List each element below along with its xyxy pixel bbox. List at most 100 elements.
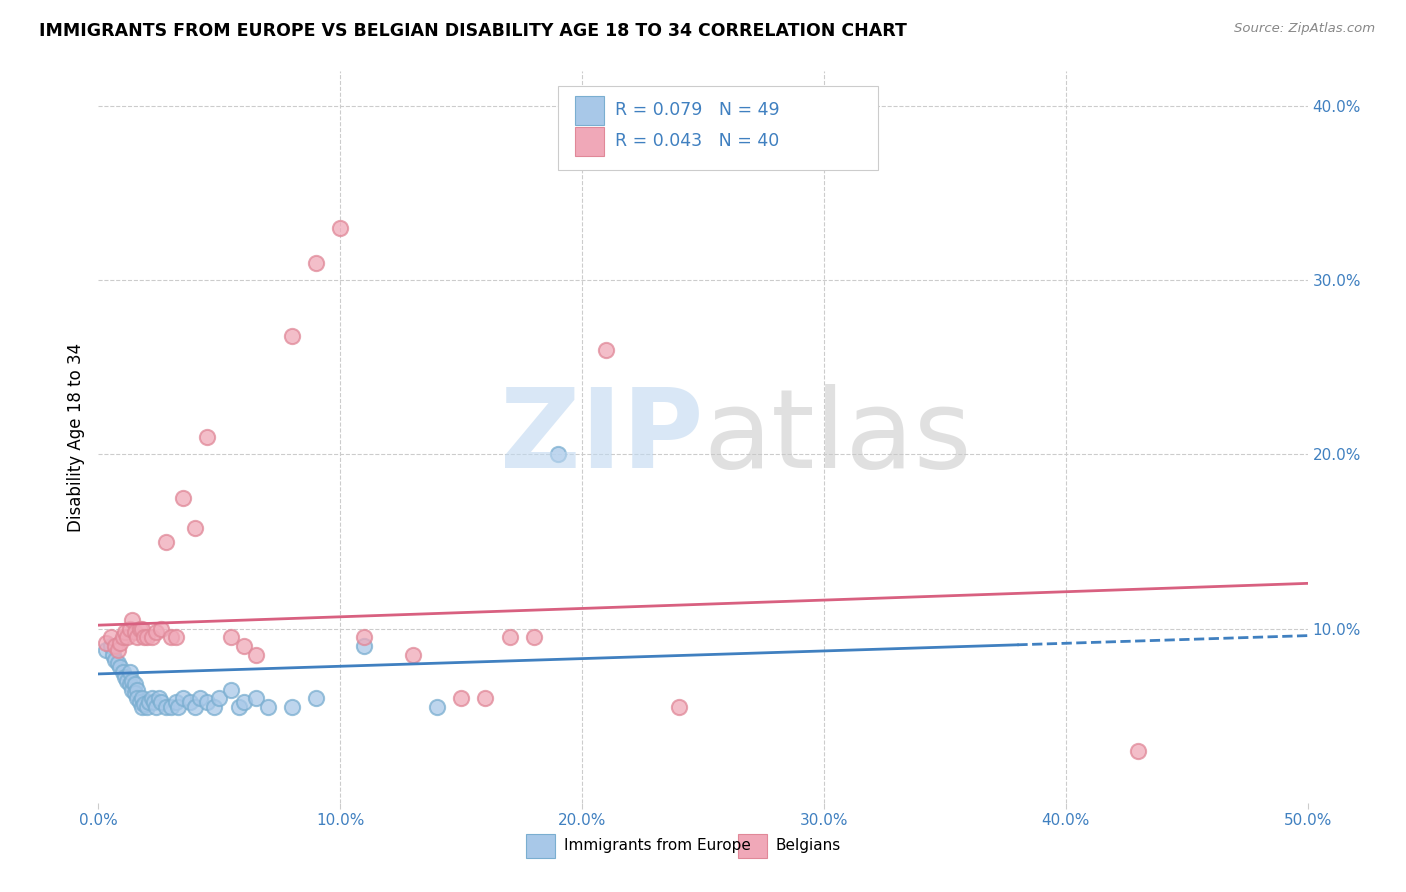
- Point: [426, 700, 449, 714]
- Point: [167, 700, 190, 714]
- Point: [329, 221, 352, 235]
- Point: [111, 631, 134, 645]
- Point: [114, 625, 136, 640]
- FancyBboxPatch shape: [526, 833, 555, 858]
- Point: [221, 631, 243, 645]
- Point: [104, 653, 127, 667]
- Point: [281, 700, 304, 714]
- Point: [474, 691, 496, 706]
- Text: Immigrants from Europe: Immigrants from Europe: [564, 838, 751, 854]
- Point: [134, 631, 156, 645]
- Text: atlas: atlas: [703, 384, 972, 491]
- Point: [232, 639, 254, 653]
- Point: [141, 691, 163, 706]
- Point: [108, 635, 131, 649]
- Point: [232, 695, 254, 709]
- Point: [353, 631, 375, 645]
- Point: [148, 691, 170, 706]
- Point: [107, 642, 129, 657]
- Text: IMMIGRANTS FROM EUROPE VS BELGIAN DISABILITY AGE 18 TO 34 CORRELATION CHART: IMMIGRANTS FROM EUROPE VS BELGIAN DISABI…: [39, 22, 907, 40]
- Point: [195, 430, 218, 444]
- Point: [121, 682, 143, 697]
- Point: [127, 631, 149, 645]
- Point: [118, 622, 141, 636]
- Text: Source: ZipAtlas.com: Source: ZipAtlas.com: [1234, 22, 1375, 36]
- Point: [107, 657, 129, 671]
- FancyBboxPatch shape: [575, 96, 603, 126]
- Point: [150, 695, 173, 709]
- Point: [94, 635, 117, 649]
- Point: [160, 631, 183, 645]
- Point: [121, 613, 143, 627]
- Point: [195, 695, 218, 709]
- Point: [127, 691, 149, 706]
- Point: [143, 695, 166, 709]
- Point: [150, 622, 173, 636]
- Point: [668, 700, 690, 714]
- Point: [131, 700, 153, 714]
- Point: [127, 682, 149, 697]
- Point: [145, 700, 167, 714]
- Point: [208, 691, 231, 706]
- Point: [221, 682, 243, 697]
- Point: [155, 700, 177, 714]
- Point: [131, 622, 153, 636]
- Point: [498, 631, 520, 645]
- Point: [595, 343, 617, 357]
- Point: [114, 670, 136, 684]
- Point: [100, 631, 122, 645]
- Point: [128, 622, 150, 636]
- Point: [121, 673, 143, 688]
- Text: Belgians: Belgians: [776, 838, 841, 854]
- Point: [124, 686, 146, 700]
- Point: [111, 665, 134, 680]
- Point: [155, 534, 177, 549]
- Point: [450, 691, 472, 706]
- Point: [204, 700, 226, 714]
- Text: ZIP: ZIP: [499, 384, 703, 491]
- Point: [135, 700, 157, 714]
- Point: [104, 639, 127, 653]
- Y-axis label: Disability Age 18 to 34: Disability Age 18 to 34: [66, 343, 84, 532]
- Point: [135, 631, 157, 645]
- Point: [165, 631, 187, 645]
- Point: [118, 677, 141, 691]
- Point: [245, 648, 267, 662]
- Point: [245, 691, 267, 706]
- Point: [131, 691, 153, 706]
- Point: [117, 673, 139, 688]
- Point: [101, 648, 124, 662]
- Point: [256, 700, 278, 714]
- Point: [128, 695, 150, 709]
- Point: [281, 329, 304, 343]
- Point: [145, 625, 167, 640]
- Point: [184, 700, 207, 714]
- FancyBboxPatch shape: [558, 86, 879, 170]
- Point: [547, 448, 569, 462]
- Point: [124, 677, 146, 691]
- Point: [172, 691, 194, 706]
- Point: [108, 660, 131, 674]
- Point: [138, 695, 160, 709]
- Point: [188, 691, 211, 706]
- Point: [523, 631, 546, 645]
- Point: [179, 695, 201, 709]
- Point: [184, 521, 207, 535]
- Point: [100, 639, 122, 653]
- Point: [141, 631, 163, 645]
- Text: R = 0.043   N = 40: R = 0.043 N = 40: [614, 132, 779, 150]
- Text: R = 0.079   N = 49: R = 0.079 N = 49: [614, 101, 779, 120]
- Point: [134, 697, 156, 711]
- Point: [118, 665, 141, 680]
- Point: [353, 639, 375, 653]
- Point: [1128, 743, 1150, 757]
- Point: [124, 625, 146, 640]
- Point: [305, 256, 328, 270]
- Point: [160, 700, 183, 714]
- Point: [94, 642, 117, 657]
- Point: [305, 691, 328, 706]
- Point: [228, 700, 250, 714]
- FancyBboxPatch shape: [575, 127, 603, 156]
- Point: [402, 648, 425, 662]
- FancyBboxPatch shape: [738, 833, 768, 858]
